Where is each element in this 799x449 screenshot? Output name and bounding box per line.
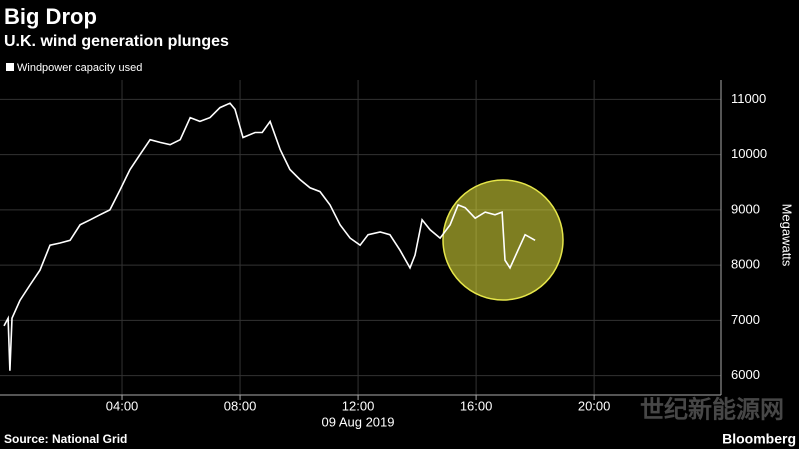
data-line: [3, 102, 536, 371]
legend-label: Windpower capacity used: [17, 62, 142, 74]
brand: Bloomberg: [722, 431, 796, 447]
legend-swatch: [6, 63, 14, 71]
source: Source: National Grid: [4, 432, 127, 446]
y-tick-label: 10000: [731, 146, 767, 161]
chart-subtitle: U.K. wind generation plunges: [4, 33, 229, 50]
x-sublabel: 09 Aug 2019: [321, 414, 394, 429]
y-tick-label: 8000: [731, 257, 760, 272]
y-tick-label: 9000: [731, 201, 760, 216]
y-tick-label: 7000: [731, 312, 760, 327]
watermark: 世纪新能源网: [640, 395, 784, 423]
chart-title: Big Drop: [4, 4, 97, 29]
x-tick-label: 08:00: [224, 398, 257, 413]
y-tick-label: 11000: [731, 91, 766, 106]
x-tick-label: 04:00: [106, 398, 139, 413]
y-axis-label: Megawatts: [780, 204, 795, 267]
x-tick-label: 16:00: [460, 398, 493, 413]
x-tick-label: 12:00: [342, 398, 375, 413]
x-tick-label: 20:00: [578, 398, 611, 413]
y-tick-label: 6000: [731, 367, 760, 382]
